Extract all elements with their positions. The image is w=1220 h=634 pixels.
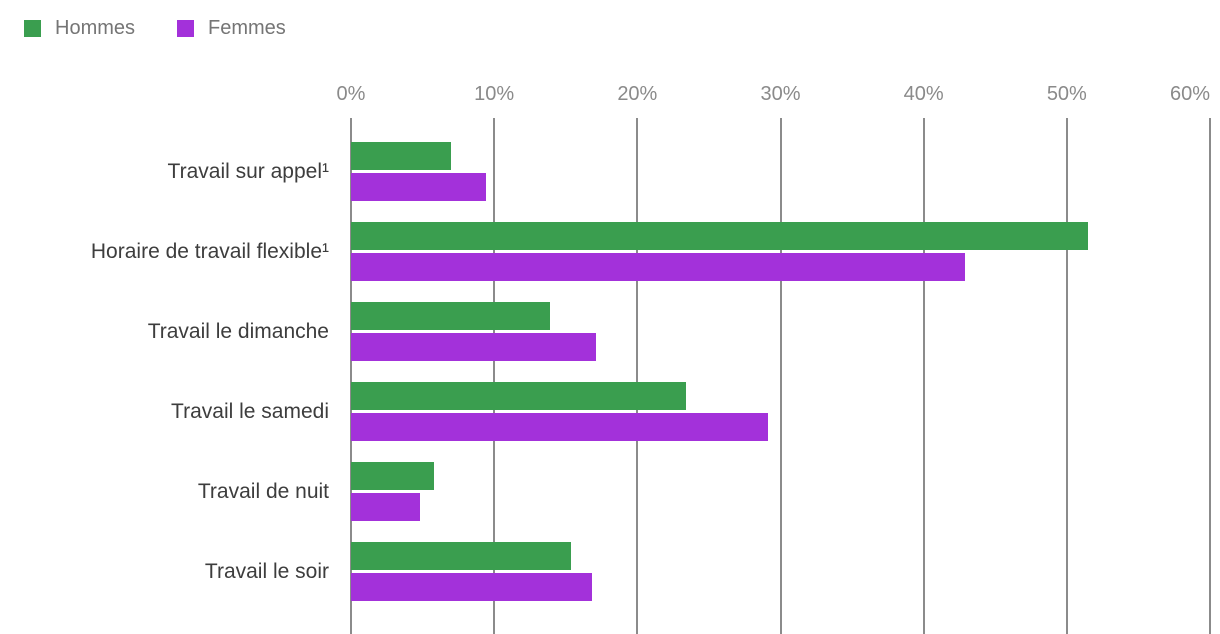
category-labels: Travail sur appel¹ Horaire de travail fle… xyxy=(0,118,340,634)
x-axis-tick-label: 0% xyxy=(336,83,366,105)
category-label: Travail de nuit xyxy=(197,480,329,503)
legend-item-hommes[interactable]: Hommes xyxy=(24,17,135,40)
bar-hommes-5[interactable] xyxy=(351,542,572,570)
bar-femmes-0[interactable] xyxy=(351,173,486,201)
category-label: Travail le samedi xyxy=(171,400,329,423)
bar-hommes-4[interactable] xyxy=(351,462,435,490)
bar-hommes-2[interactable] xyxy=(351,302,550,330)
x-axis-tick-label: 60% xyxy=(1169,83,1210,105)
x-axis: 0% 10% 20% 30% 40% 50% 60% xyxy=(337,83,1210,109)
gridline xyxy=(350,118,352,634)
gridline xyxy=(1209,118,1211,634)
category-label: Travail le dimanche xyxy=(147,320,329,343)
x-axis-tick-label: 40% xyxy=(903,83,944,105)
gridline xyxy=(922,118,925,634)
gridline xyxy=(493,118,496,634)
gridline xyxy=(1065,118,1068,634)
legend-label-hommes: Hommes xyxy=(55,17,136,39)
legend-label-femmes: Femmes xyxy=(208,17,286,39)
bar-hommes-3[interactable] xyxy=(351,382,686,410)
legend-swatch-hommes xyxy=(24,20,41,37)
bar-hommes-0[interactable] xyxy=(351,142,452,170)
category-label: Travail le soir xyxy=(204,560,329,583)
bar-femmes-5[interactable] xyxy=(351,573,592,601)
x-axis-tick-label: 30% xyxy=(760,83,801,105)
gridline xyxy=(636,118,639,634)
bar-hommes-1[interactable] xyxy=(351,222,1089,250)
x-axis-tick-label: 10% xyxy=(474,83,515,105)
plot-area xyxy=(350,118,1211,634)
bar-femmes-4[interactable] xyxy=(351,493,420,521)
category-label: Travail sur appel¹ xyxy=(167,160,329,183)
gridline xyxy=(779,118,782,634)
bar-femmes-2[interactable] xyxy=(351,333,596,361)
legend: Hommes Femmes xyxy=(24,17,286,40)
x-axis-tick-label: 50% xyxy=(1046,83,1087,105)
bar-femmes-3[interactable] xyxy=(351,413,768,441)
x-axis-tick-label: 20% xyxy=(617,83,658,105)
bar-femmes-1[interactable] xyxy=(351,253,966,281)
category-label: Horaire de travail flexible¹ xyxy=(90,240,329,263)
legend-item-femmes[interactable]: Femmes xyxy=(177,17,286,40)
legend-swatch-femmes xyxy=(177,20,195,37)
